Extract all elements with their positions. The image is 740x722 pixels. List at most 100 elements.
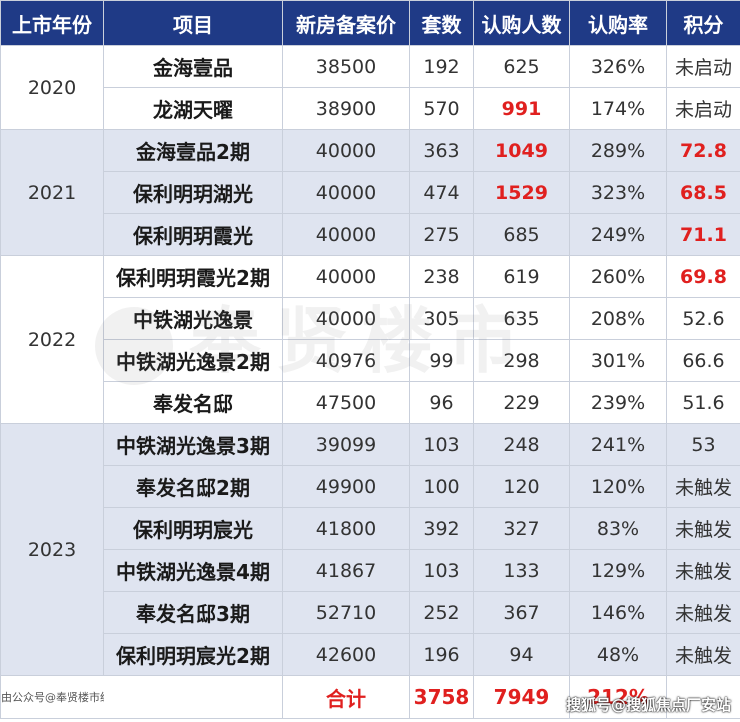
score-cell: 未触发	[666, 507, 740, 550]
table-row: 中铁湖光逸景4期 41867 103 133 129% 未触发	[1, 549, 740, 592]
table-body: 2020 金海壹品 38500 192 625 326% 未启动 龙湖天曜 38900 570 99…	[0, 45, 740, 676]
units-cell: 192	[409, 45, 474, 88]
year-cell: 2023	[0, 423, 104, 676]
units-cell: 238	[409, 255, 474, 298]
units-cell: 275	[409, 213, 474, 256]
source-credit: 由公众号@奉贤楼市统计	[0, 675, 104, 719]
subscribers-cell: 1529	[473, 171, 570, 214]
units-cell: 100	[409, 465, 474, 508]
project-name: 奉发名邸	[103, 381, 283, 424]
units-cell: 103	[409, 549, 474, 592]
price-cell: 47500	[282, 381, 410, 424]
rate-cell: 146%	[569, 591, 667, 634]
header-project: 项目	[103, 0, 283, 46]
score-cell: 51.6	[666, 381, 740, 424]
subscribers-cell: 991	[473, 87, 570, 130]
rate-cell: 323%	[569, 171, 667, 214]
header-rate: 认购率	[569, 0, 667, 46]
score-cell: 72.8	[666, 129, 740, 172]
project-name: 奉发名邸3期	[103, 591, 283, 634]
rate-cell: 249%	[569, 213, 667, 256]
project-name: 奉发名邸2期	[103, 465, 283, 508]
score-cell: 未触发	[666, 465, 740, 508]
price-cell: 49900	[282, 465, 410, 508]
project-name: 保利明玥宸光	[103, 507, 283, 550]
year-cell: 2022	[0, 255, 104, 424]
score-cell: 未触发	[666, 549, 740, 592]
subscribers-cell: 133	[473, 549, 570, 592]
table-row: 2020 金海壹品 38500 192 625 326% 未启动	[0, 45, 740, 130]
score-cell: 未启动	[666, 87, 740, 130]
subscribers-cell: 685	[473, 213, 570, 256]
subscribers-cell: 94	[473, 633, 570, 676]
header-year: 上市年份	[0, 0, 104, 46]
project-name: 保利明玥宸光2期	[103, 633, 283, 676]
table-row: 中铁湖光逸景2期 40976 99 298 301% 66.6	[1, 339, 740, 382]
units-cell: 96	[409, 381, 474, 424]
table-row: 保利明玥霞光 40000 275 685 249% 71.1	[1, 213, 740, 256]
table-row: 奉发名邸 47500 96 229 239% 51.6	[1, 381, 740, 424]
units-cell: 474	[409, 171, 474, 214]
rate-cell: 289%	[569, 129, 667, 172]
table-row: 保利明玥宸光 41800 392 327 83% 未触发	[1, 507, 740, 550]
score-cell: 71.1	[666, 213, 740, 256]
table-row: 保利明玥宸光2期 42600 196 94 48% 未触发	[1, 633, 740, 676]
units-cell: 103	[409, 423, 474, 466]
units-cell: 252	[409, 591, 474, 634]
price-cell: 40000	[282, 129, 410, 172]
project-name: 保利明玥湖光	[103, 171, 283, 214]
project-name: 中铁湖光逸景2期	[103, 339, 283, 382]
score-cell: 未触发	[666, 633, 740, 676]
table-row: 2021 金海壹品2期 40000 363 1049 289% 72.8	[0, 129, 740, 256]
total-subscribers: 7949	[473, 675, 570, 719]
subscribers-cell: 120	[473, 465, 570, 508]
rate-cell: 120%	[569, 465, 667, 508]
total-label: 合计	[282, 675, 410, 719]
header-row: 上市年份 项目 新房备案价 套数 认购人数 认购率 积分	[0, 0, 740, 46]
rate-cell: 83%	[569, 507, 667, 550]
header-units: 套数	[409, 0, 474, 46]
total-rate: 212%	[569, 675, 667, 719]
units-cell: 196	[409, 633, 474, 676]
year-cell: 2020	[0, 45, 104, 130]
score-cell: 69.8	[666, 255, 740, 298]
table-row: 奉发名邸2期 49900 100 120 120% 未触发	[1, 465, 740, 508]
score-cell: 53	[666, 423, 740, 466]
project-name: 中铁湖光逸景4期	[103, 549, 283, 592]
score-cell: 66.6	[666, 339, 740, 382]
subscribers-cell: 1049	[473, 129, 570, 172]
subscribers-cell: 619	[473, 255, 570, 298]
price-cell: 39099	[282, 423, 410, 466]
subscribers-cell: 327	[473, 507, 570, 550]
price-cell: 40000	[282, 213, 410, 256]
project-name: 保利明玥霞光2期	[103, 255, 283, 298]
price-cell: 41800	[282, 507, 410, 550]
table-row: 奉发名邸3期 52710 252 367 146% 未触发	[1, 591, 740, 634]
table-row: 2022 保利明玥霞光2期 40000 238 619 260% 69.8	[0, 255, 740, 424]
project-name: 中铁湖光逸景3期	[103, 423, 283, 466]
rate-cell: 241%	[569, 423, 667, 466]
score-cell: 未触发	[666, 591, 740, 634]
subscribers-cell: 625	[473, 45, 570, 88]
price-cell: 38500	[282, 45, 410, 88]
price-cell: 40976	[282, 339, 410, 382]
table-row: 2023 中铁湖光逸景3期 39099 103 248 241% 53	[0, 423, 740, 676]
score-cell: 未启动	[666, 45, 740, 88]
project-name: 龙湖天曜	[103, 87, 283, 130]
subscribers-cell: 248	[473, 423, 570, 466]
subscribers-cell: 635	[473, 297, 570, 340]
units-cell: 392	[409, 507, 474, 550]
units-cell: 99	[409, 339, 474, 382]
table-row: 保利明玥湖光 40000 474 1529 323% 68.5	[1, 171, 740, 214]
header-price: 新房备案价	[282, 0, 410, 46]
project-name: 金海壹品2期	[103, 129, 283, 172]
rate-cell: 326%	[569, 45, 667, 88]
project-name: 中铁湖光逸景	[103, 297, 283, 340]
rate-cell: 174%	[569, 87, 667, 130]
project-name: 金海壹品	[103, 45, 283, 88]
subscribers-cell: 229	[473, 381, 570, 424]
total-row: 由公众号@奉贤楼市统计 合计 3758 7949 212%	[0, 675, 740, 719]
subscribers-cell: 298	[473, 339, 570, 382]
units-cell: 305	[409, 297, 474, 340]
total-spacer	[103, 675, 283, 719]
